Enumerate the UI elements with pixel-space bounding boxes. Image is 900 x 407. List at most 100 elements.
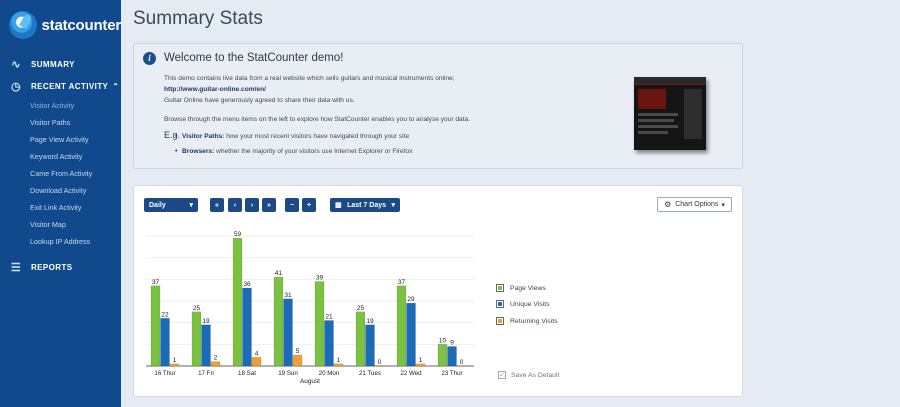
period-select[interactable]: Daily ▾ [144, 198, 198, 212]
x-tick-label: 19 Sun [278, 370, 298, 377]
bar-page-views [273, 276, 284, 367]
data-label: 1 [173, 357, 177, 364]
sidebar-item-keyword-activity[interactable]: Keyword Activity [30, 152, 83, 161]
chart-options-button[interactable]: ⚙ Chart Options ▾ [657, 197, 732, 212]
first-button[interactable]: « [210, 198, 224, 212]
bar-page-views [314, 281, 325, 367]
legend-returning-visits[interactable]: Returning Visits [496, 317, 557, 325]
data-label: 2 [214, 355, 218, 362]
logo[interactable]: statcounter [0, 0, 121, 50]
bullet-browsers-link[interactable]: Browsers: [182, 148, 215, 155]
data-label: 1 [419, 357, 423, 364]
sidebar-item-visitor-paths[interactable]: Visitor Paths [30, 118, 71, 127]
data-label: 22 [161, 311, 169, 318]
chart-options-label: Chart Options [675, 201, 719, 208]
data-label: 31 [284, 292, 292, 299]
sidebar-item-exit-link-activity[interactable]: Exit Link Activity [30, 203, 82, 212]
bar-returning-visits [374, 365, 385, 367]
data-label: 0 [378, 359, 382, 366]
period-select-value: Daily [149, 201, 166, 209]
nav-reports-label: REPORTS [31, 262, 73, 272]
date-range-value: Last 7 Days [347, 201, 387, 209]
next-button[interactable]: › [245, 198, 259, 212]
last-button[interactable]: » [262, 198, 276, 212]
chart-panel: Daily ▾ « ‹ › » − + ▦ Last 7 Days ▾ ⚙ Ch… [133, 185, 743, 397]
chevron-down-icon: ▾ [189, 202, 193, 209]
save-default-checkbox[interactable]: ✓ [498, 371, 506, 379]
bar-returning-visits [456, 365, 467, 367]
welcome-line-1: This demo contains live data from a real… [164, 75, 455, 82]
bar-unique-visits [160, 318, 170, 367]
sidebar-item-visitor-map[interactable]: Visitor Map [30, 220, 66, 229]
guitar-online-link[interactable]: http://www.guitar-online.com/en/ [164, 86, 266, 93]
sidebar-item-came-from-activity[interactable]: Came From Activity [30, 169, 93, 178]
bullet-browsers-text: whether the majority of your visitors us… [214, 148, 413, 155]
bar-unique-visits [283, 298, 293, 367]
logo-text: statcounter [41, 16, 122, 34]
zoom-in-button[interactable]: + [302, 198, 316, 212]
bar-page-views [191, 311, 202, 367]
zoom-out-button[interactable]: − [285, 198, 299, 212]
legend-swatch-returning-visits [496, 317, 504, 325]
data-label: 37 [398, 279, 406, 286]
chevron-down-icon: ▾ [391, 202, 395, 209]
data-label: 19 [202, 318, 210, 325]
x-tick-label: 21 Tues [359, 370, 381, 377]
data-label: 59 [234, 231, 242, 238]
bar-page-views [355, 311, 366, 367]
date-range-select[interactable]: ▦ Last 7 Days ▾ [330, 198, 400, 212]
x-tick-label: 17 Fri [198, 370, 214, 377]
data-label: 25 [193, 305, 201, 312]
bar-returning-visits [292, 354, 303, 367]
nav-summary[interactable]: ∿ SUMMARY [0, 53, 121, 75]
bar-unique-visits [365, 324, 375, 367]
bar-unique-visits [447, 346, 457, 367]
save-as-default[interactable]: ✓ Save As Default [498, 371, 559, 379]
nav-reports[interactable]: ☰ REPORTS [0, 256, 121, 278]
x-tick-label: 22 Wed [400, 370, 422, 377]
save-default-label: Save As Default [511, 371, 560, 379]
bar-page-views [437, 344, 448, 367]
welcome-line-2: Guitar Online have generously agreed to … [164, 97, 355, 104]
legend-label-returning-visits: Returning Visits [510, 317, 558, 325]
bar-returning-visits [415, 363, 426, 367]
data-label: 37 [152, 279, 160, 286]
data-label: 39 [316, 275, 324, 282]
x-tick-label: 20 Mon [319, 370, 340, 377]
legend-page-views[interactable]: Page Views [496, 284, 546, 292]
legend-swatch-fill [498, 319, 502, 323]
legend-unique-visits[interactable]: Unique Visits [496, 300, 550, 308]
data-label: 1 [337, 357, 341, 364]
bar-returning-visits [251, 357, 262, 367]
prev-button[interactable]: ‹ [228, 198, 242, 212]
sidebar-item-visitor-activity[interactable]: Visitor Activity [30, 101, 75, 110]
sidebar: statcounter ∿ SUMMARY ◷ RECENT ACTIVITY … [0, 0, 121, 407]
data-label: 19 [366, 318, 374, 325]
bar-page-views [396, 285, 407, 367]
activity-line-icon: ∿ [11, 58, 21, 71]
sidebar-item-page-view-activity[interactable]: Page View Activity [30, 135, 89, 144]
nav-recent-activity[interactable]: ◷ RECENT ACTIVITY ⌃ [0, 75, 121, 97]
welcome-line-3: Browse through the menu items on the lef… [164, 116, 471, 123]
nav-summary-label: SUMMARY [31, 59, 75, 69]
bar-unique-visits [201, 324, 211, 367]
legend-swatch-unique-visits [496, 300, 504, 308]
data-label: 29 [407, 296, 415, 303]
bullet-visitor-paths-link[interactable]: Visitor Paths: [182, 133, 225, 140]
bar-page-views [232, 237, 243, 367]
bar-unique-visits [242, 287, 252, 367]
sidebar-item-download-activity[interactable]: Download Activity [30, 186, 87, 195]
clock-icon: ◷ [11, 80, 21, 93]
gear-icon: ⚙ [664, 200, 672, 209]
data-label: 36 [243, 281, 251, 288]
bullet-browsers: Browsers: whether the majority of your v… [175, 148, 413, 155]
eg-label: E.g. [164, 130, 181, 140]
nav-recent-activity-label: RECENT ACTIVITY [31, 81, 109, 91]
bar-page-views [150, 285, 161, 367]
sidebar-item-lookup-ip[interactable]: Lookup IP Address [30, 237, 91, 246]
data-label: 0 [460, 359, 464, 366]
data-label: 25 [357, 305, 365, 312]
legend-swatch-fill [498, 302, 502, 306]
legend-label-unique-visits: Unique Visits [510, 300, 550, 308]
